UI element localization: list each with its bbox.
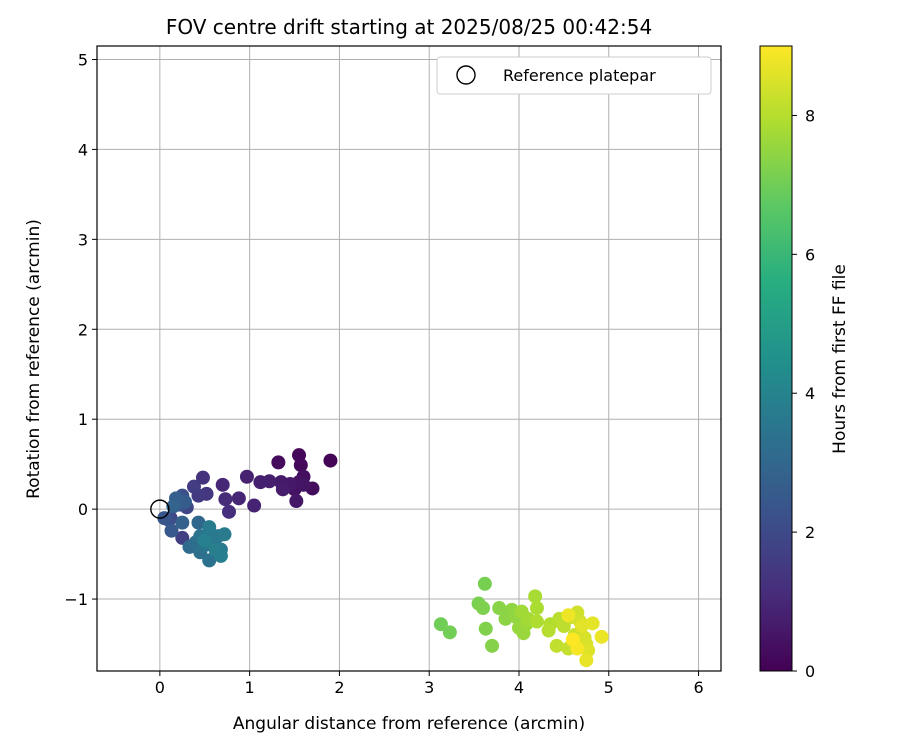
data-point (164, 523, 179, 538)
x-axis-ticks: 0 1 2 3 4 5 6 (155, 671, 704, 697)
y-tick-label: −1 (64, 590, 88, 609)
x-tick-label: 4 (514, 678, 524, 697)
y-axis-label: Rotation from reference (arcmin) (24, 219, 44, 499)
colorbar-gradient (759, 45, 793, 672)
data-point (202, 520, 217, 535)
colorbar-tick-label: 8 (805, 106, 815, 125)
legend-box (436, 56, 712, 95)
data-point (485, 638, 500, 653)
x-axis-label: Angular distance from reference (arcmin) (233, 714, 585, 734)
colorbar-tick-label: 0 (805, 662, 815, 681)
data-point (213, 548, 228, 563)
data-point (218, 492, 233, 507)
plot-area-frame (96, 45, 722, 672)
reference-platepar-marker (150, 499, 170, 519)
data-point (293, 458, 308, 473)
colorbar-ticks: 0 2 4 6 8 (792, 106, 815, 681)
colorbar-tick-label: 6 (805, 245, 815, 264)
chart-title: FOV centre drift starting at 2025/08/25 … (166, 15, 652, 39)
data-point (478, 621, 493, 636)
data-point (529, 601, 544, 616)
x-tick-label: 3 (424, 678, 434, 697)
data-point (175, 515, 190, 530)
data-point (221, 504, 236, 519)
colorbar: 0 2 4 6 8 Hours from first FF file (759, 45, 850, 681)
data-point (253, 475, 268, 490)
data-point (197, 533, 212, 548)
data-point (594, 629, 609, 644)
y-tick-label: 0 (78, 500, 88, 519)
colorbar-label: Hours from first FF file (830, 264, 850, 454)
data-point (585, 616, 600, 631)
data-point (202, 553, 217, 568)
x-tick-label: 5 (604, 678, 614, 697)
y-tick-label: 2 (78, 320, 88, 339)
y-axis-ticks: −1 0 1 2 3 4 5 (64, 50, 97, 609)
x-tick-label: 1 (245, 678, 255, 697)
x-tick-label: 2 (334, 678, 344, 697)
data-point (231, 491, 246, 506)
data-point (186, 479, 201, 494)
data-point (195, 470, 210, 485)
data-point (477, 576, 492, 591)
grid (97, 46, 721, 671)
data-point (492, 601, 507, 616)
scatter-points (150, 448, 609, 668)
y-tick-label: 3 (78, 230, 88, 249)
data-point (247, 498, 262, 513)
data-point (275, 482, 290, 497)
legend: Reference platepar (436, 56, 712, 95)
x-tick-label: 6 (693, 678, 703, 697)
data-point (579, 653, 594, 668)
data-point (476, 601, 491, 616)
x-tick-label: 0 (155, 678, 165, 697)
legend-label-reference-platepar: Reference platepar (503, 66, 656, 85)
data-point (217, 527, 232, 542)
y-tick-label: 1 (78, 410, 88, 429)
data-point (166, 499, 181, 514)
data-point (323, 453, 338, 468)
colorbar-tick-label: 2 (805, 523, 815, 542)
data-point (565, 632, 580, 647)
data-point (191, 515, 206, 530)
data-point (289, 494, 304, 509)
data-point (561, 608, 576, 623)
data-point (271, 455, 286, 470)
data-point (528, 589, 543, 604)
data-point (296, 477, 311, 492)
data-point (574, 619, 589, 634)
data-point (442, 625, 457, 640)
data-point (215, 477, 230, 492)
data-point (433, 617, 448, 632)
data-point (541, 623, 556, 638)
y-tick-label: 5 (78, 50, 88, 69)
y-tick-label: 4 (78, 140, 88, 159)
data-point (239, 469, 254, 484)
colorbar-tick-label: 4 (805, 384, 815, 403)
legend-marker-open-circle (456, 65, 476, 85)
data-point (529, 614, 544, 629)
data-point (549, 638, 564, 653)
